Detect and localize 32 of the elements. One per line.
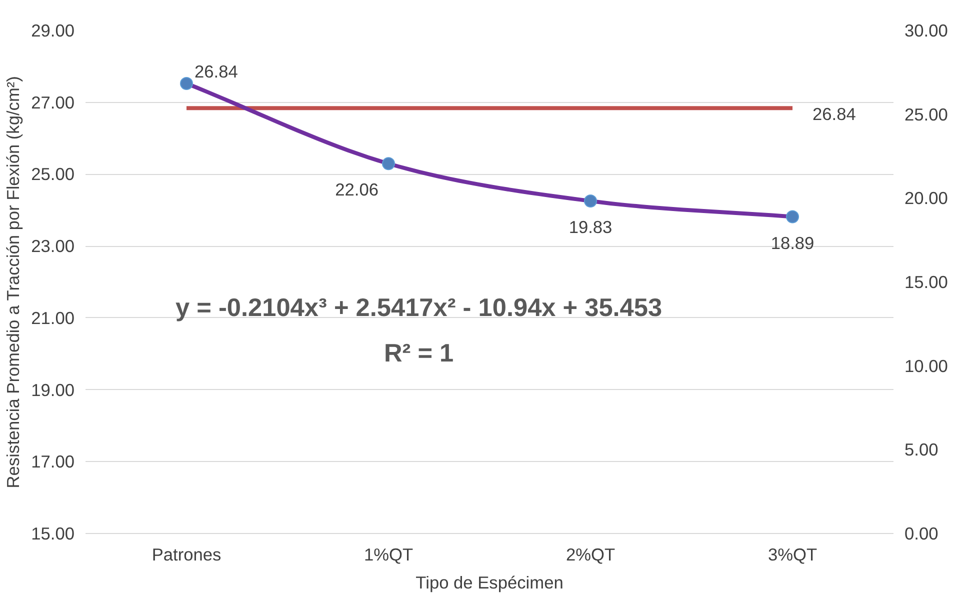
y-tick-label: 19.00 [31,380,75,400]
point [382,157,395,170]
y-axis-title: Resistencia Promedio a Tracción por Flexión (kg/cm²) [3,76,24,488]
point [180,76,193,90]
y2-tick-label: 15.00 [904,272,948,292]
y2-tick-label: 20.00 [904,188,948,208]
y-tick-label: 21.00 [31,308,75,328]
x-tick-label: Patrones [152,544,222,564]
y2-tick-label: 10.00 [904,356,948,376]
point [584,194,597,208]
point [786,210,799,224]
y-tick-label: 29.00 [31,20,75,40]
y-tick-label: 25.00 [31,164,75,184]
y2-tick-label: 0.00 [904,524,938,544]
data-label: 19.83 [568,217,612,238]
y2-tick-label: 5.00 [904,440,938,460]
data-label: 26.84 [812,104,856,124]
y2-tick-label: 30.00 [904,20,948,40]
data-label: 26.84 [194,61,238,82]
x-tick-label: 3%QT [768,544,818,564]
annotation: y = -0.2104x³ + 2.5417x² - 10.94x + 35.453 [176,294,662,322]
y-tick-label: 15.00 [31,524,75,544]
data-label: 18.89 [770,232,814,253]
y-tick-label: 17.00 [31,452,75,472]
y-tick-label: 23.00 [31,236,75,256]
data-label: 22.06 [335,180,379,200]
y-tick-label: 27.00 [31,92,75,112]
x-tick-label: 1%QT [364,544,414,564]
y2-tick-label: 25.00 [904,104,948,124]
x-tick-label: 2%QT [566,544,616,564]
annotation: R² = 1 [384,340,454,368]
x-axis-title: Tipo de Espécimen [416,572,564,592]
